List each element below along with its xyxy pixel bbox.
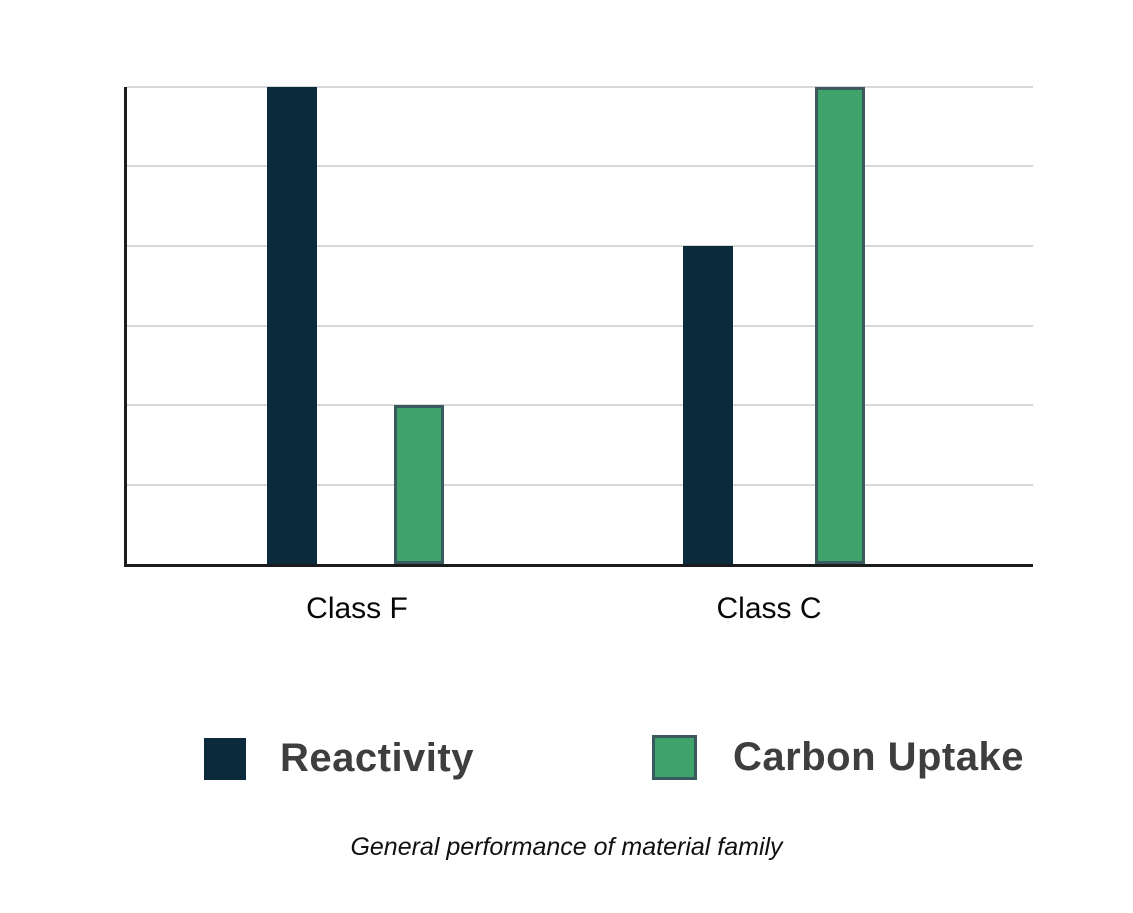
gridline	[127, 483, 1033, 486]
plot-area	[124, 86, 1033, 567]
gridline	[127, 244, 1033, 247]
legend-item-carbon-uptake: Carbon Uptake	[652, 735, 1024, 780]
gridline	[127, 403, 1033, 406]
reactivity-legend-swatch	[204, 737, 246, 780]
legend-item-reactivity: Reactivity	[204, 736, 474, 781]
gridline	[127, 165, 1033, 168]
gridline	[127, 324, 1033, 327]
chart-caption: General performance of material family	[350, 833, 783, 861]
bar-reactivity-class-c	[683, 246, 733, 564]
bar-carbon-uptake-class-c	[815, 87, 865, 564]
gridline	[127, 86, 1033, 88]
bar-carbon-uptake-class-f	[394, 405, 444, 564]
reactivity-legend-label: Reactivity	[280, 736, 474, 780]
x-axis-label-class-f: Class F	[306, 592, 408, 625]
carbon-uptake-legend-label: Carbon Uptake	[733, 735, 1024, 779]
carbon-uptake-legend-swatch	[652, 735, 697, 780]
x-axis-label-class-c: Class C	[716, 592, 822, 625]
bar-reactivity-class-f	[267, 87, 317, 564]
